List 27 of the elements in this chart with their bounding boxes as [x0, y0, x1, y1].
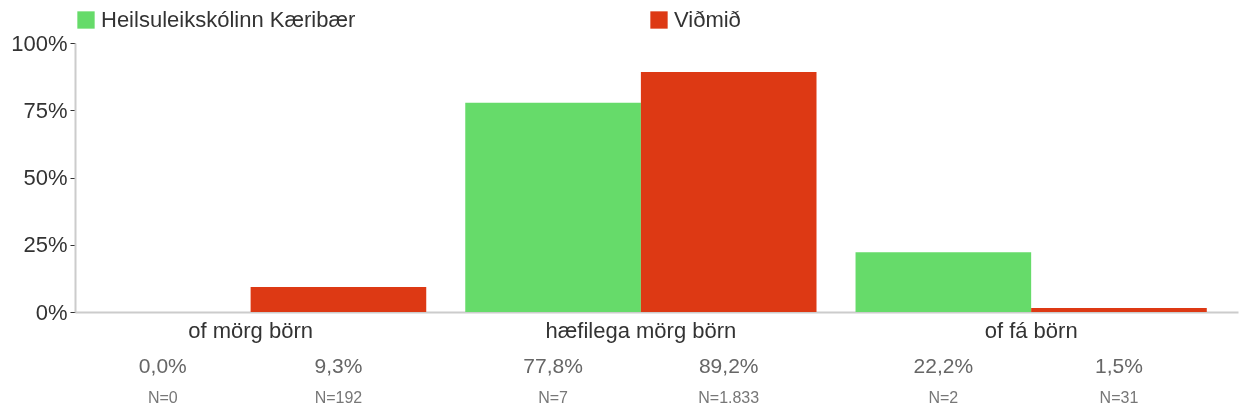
text: N=31: [1099, 389, 1139, 406]
text: N=7: [538, 389, 569, 406]
legend-label: Viðmið: [674, 7, 741, 32]
x-tick-label: hæfilega mörg börn: [545, 317, 737, 343]
bar: [465, 102, 641, 312]
data-label: 22,2%: [913, 354, 974, 377]
data-label: 77,8%: [523, 354, 583, 377]
bar: [855, 252, 1032, 312]
legend-label: Heilsuleikskólinn Kæribær: [101, 7, 356, 32]
y-tick-label: 0%: [35, 299, 68, 325]
text: N=2: [928, 389, 959, 406]
y-tick-label: 50%: [23, 165, 68, 190]
y-tick-label: 100%: [11, 30, 68, 56]
bar: [250, 286, 427, 312]
x-tick-label: of mörg börn: [188, 317, 313, 343]
data-label: 0,0%: [138, 354, 187, 377]
text: N=1.833: [698, 389, 760, 406]
data-label: 89,2%: [698, 354, 759, 377]
y-tick-label: 75%: [23, 97, 68, 123]
data-label: 9,3%: [314, 354, 363, 377]
bar: [640, 72, 817, 312]
x-tick-label: of fá börn: [984, 317, 1078, 343]
text: N=0: [147, 389, 178, 406]
bar: [1031, 307, 1207, 312]
y-tick-label: 25%: [23, 232, 68, 258]
data-label: 1,5%: [1095, 354, 1143, 377]
text: N=192: [314, 389, 363, 406]
